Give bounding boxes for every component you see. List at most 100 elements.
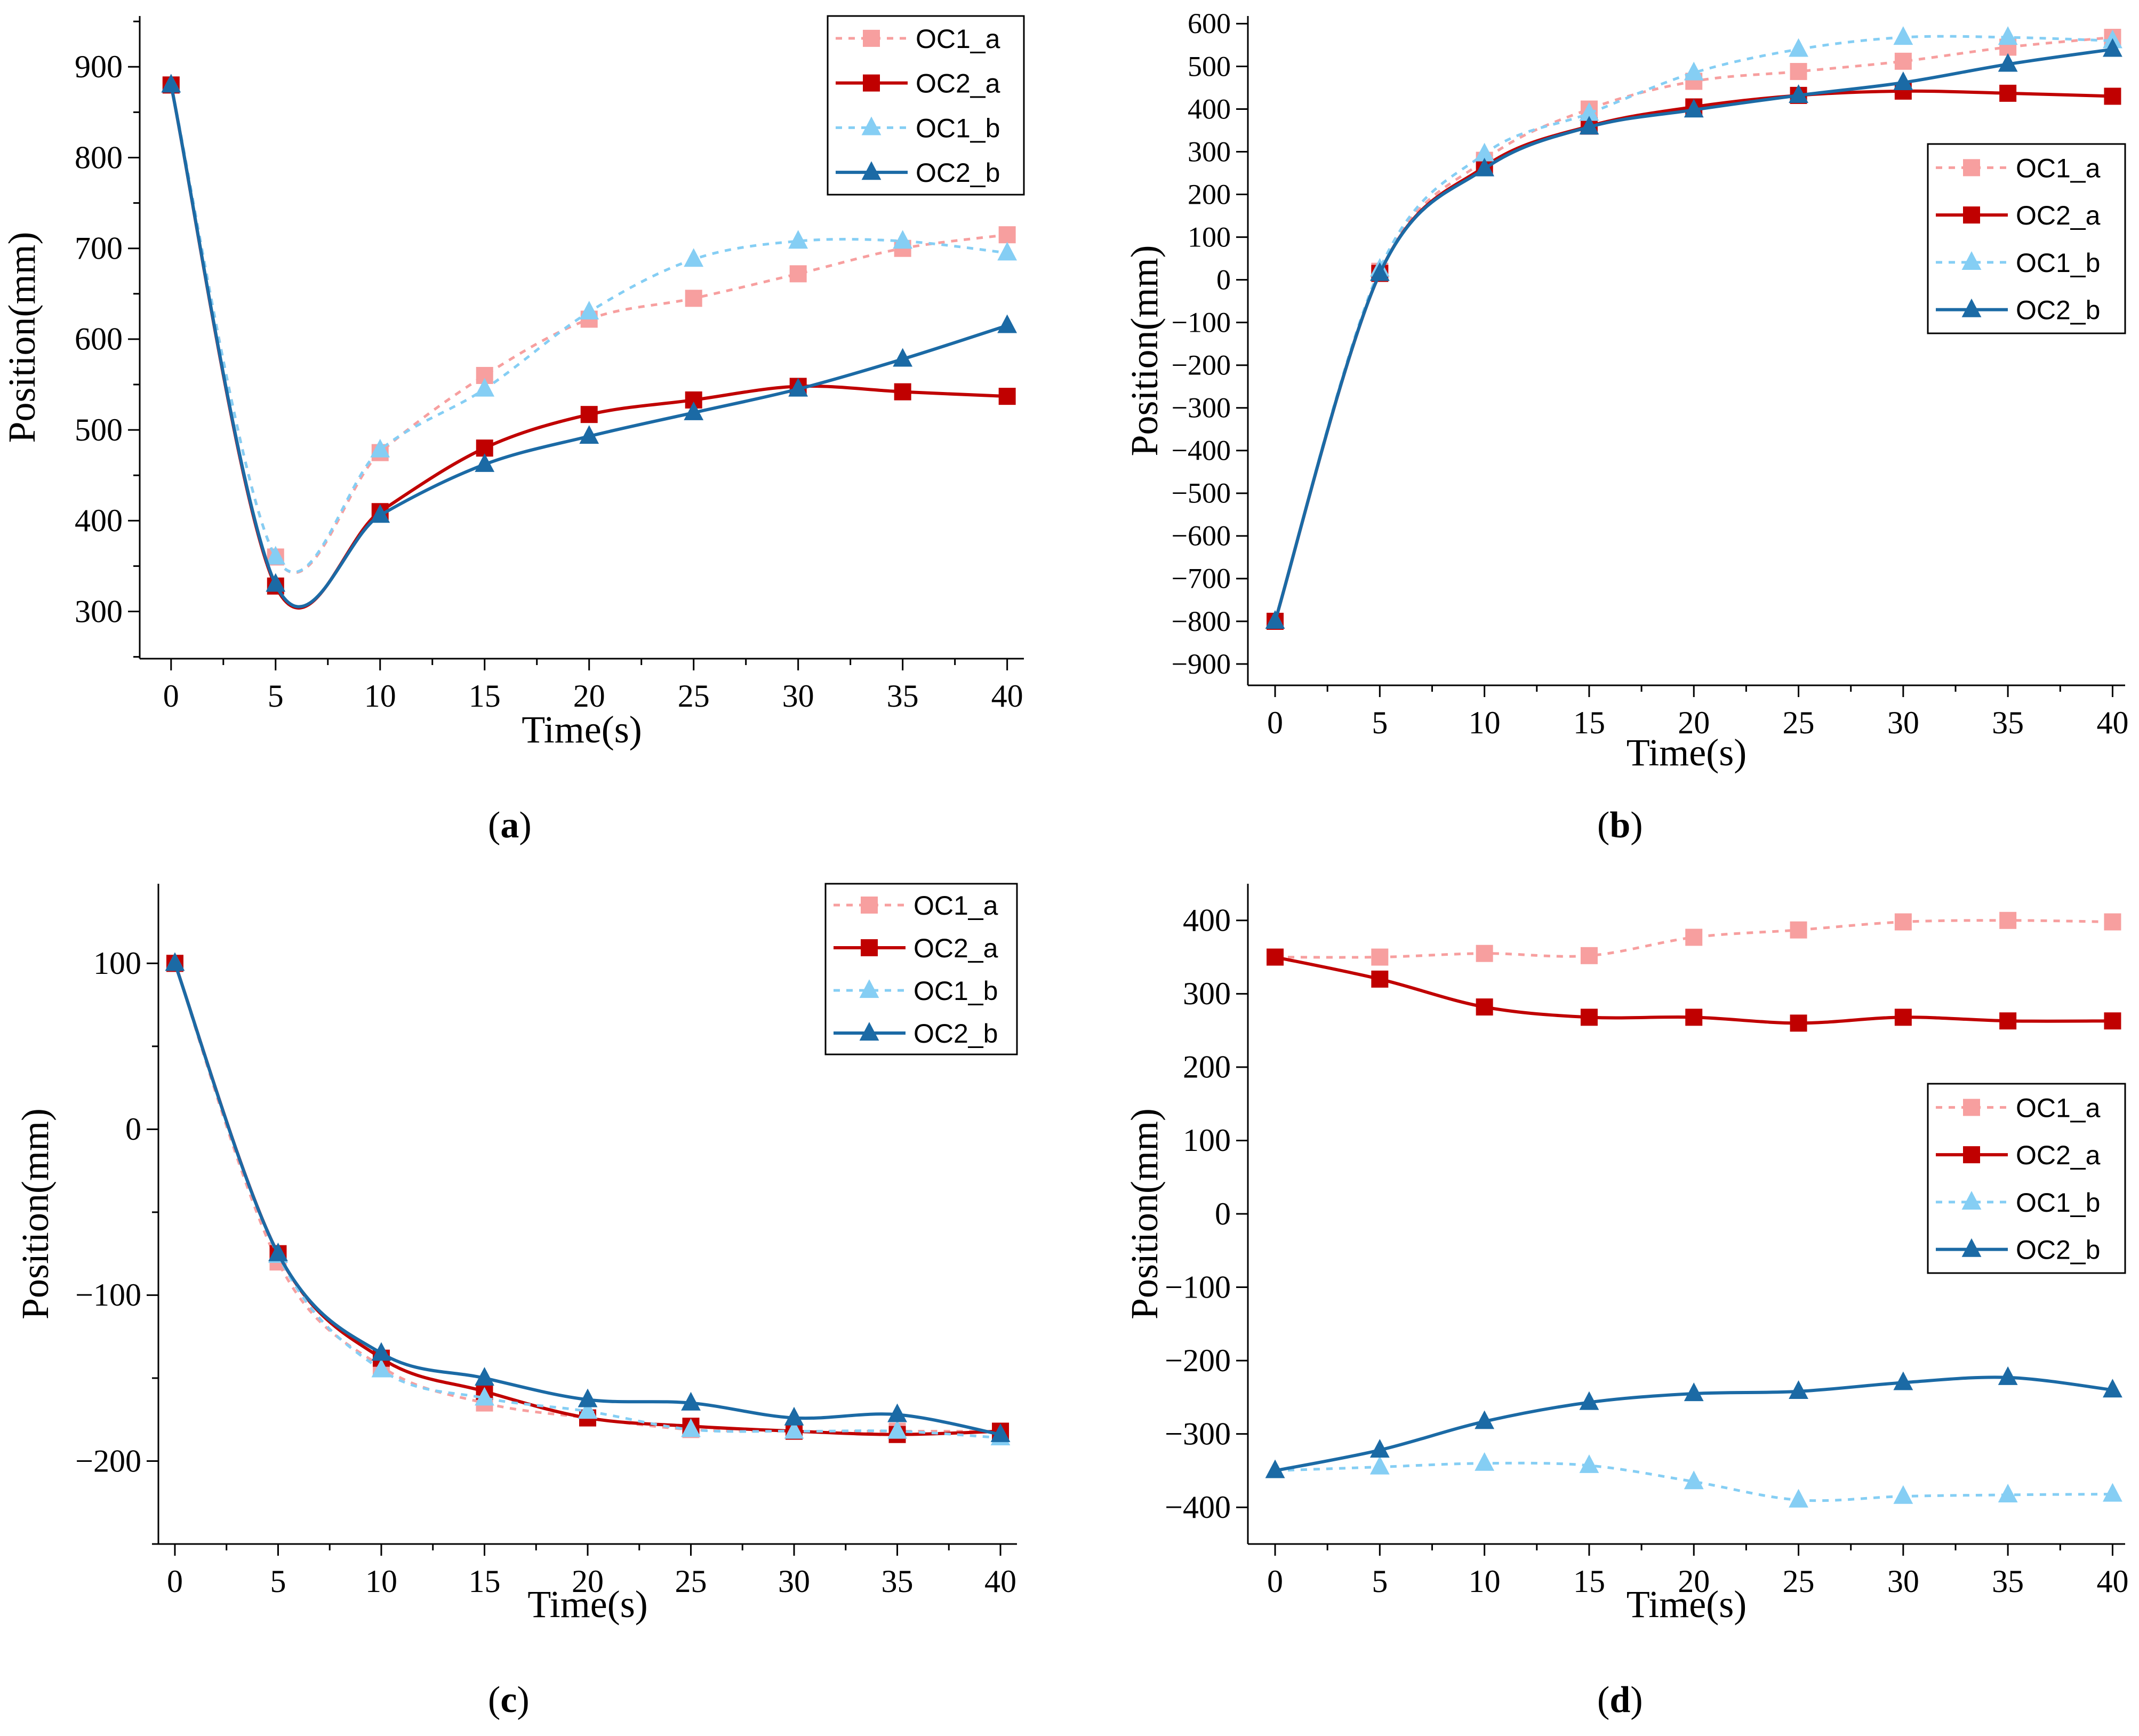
data-point (784, 1406, 804, 1426)
x-tick-label: 20 (1678, 1564, 1710, 1599)
data-point (1999, 1012, 2017, 1030)
legend-marker (1961, 1191, 1982, 1210)
x-tick-label: 5 (1372, 1564, 1388, 1599)
data-point (1999, 911, 2017, 929)
legend-item-oc1-a: OC1_a (1936, 1093, 2101, 1123)
data-point (371, 1342, 391, 1361)
data-point (579, 425, 599, 444)
data-point (2104, 913, 2121, 931)
legend-label: OC2_a (916, 69, 1000, 99)
y-tick-label: −100 (1165, 1269, 1231, 1305)
series-oc2-b (161, 74, 1018, 609)
y-tick-label: 400 (75, 503, 123, 538)
legend-item-oc2-b: OC2_b (836, 158, 1000, 188)
data-point (1684, 99, 1704, 118)
y-tick-label: 100 (93, 946, 141, 981)
data-point (1476, 998, 1493, 1016)
data-point (893, 230, 913, 249)
y-tick-label: −400 (1172, 435, 1231, 467)
x-tick-label: 0 (167, 1564, 183, 1599)
y-axis-title: Position(mm) (1123, 245, 1166, 456)
y-tick-label: 700 (75, 231, 123, 266)
data-point (997, 242, 1018, 261)
x-tick-label: 30 (778, 1564, 810, 1599)
legend: OC1_a OC2_a OC1_b OC2_b (827, 15, 1025, 196)
data-point (1580, 1009, 1598, 1026)
legend-item-oc1-b: OC1_b (834, 976, 998, 1006)
data-point (1476, 945, 1493, 962)
data-point (1790, 63, 1807, 81)
series-oc2-b (165, 952, 1011, 1442)
data-point (1789, 84, 1808, 103)
data-point (2103, 38, 2122, 57)
data-point (1893, 26, 1913, 45)
data-point (370, 504, 390, 523)
data-point (1684, 1470, 1704, 1490)
x-tick-label: 25 (675, 1564, 707, 1599)
series-oc2-b (1265, 1366, 2122, 1478)
legend-box (827, 15, 1025, 196)
legend-label: OC1_a (2016, 1093, 2101, 1123)
y-tick-label: −800 (1172, 605, 1231, 637)
data-point (789, 265, 807, 283)
x-tick-label: 40 (2096, 705, 2128, 740)
y-axis-title: Position(mm) (1123, 1108, 1166, 1319)
data-point (1894, 913, 1912, 931)
y-tick-label: 100 (1188, 221, 1231, 253)
legend-marker (861, 116, 882, 135)
y-tick-label: −200 (1165, 1343, 1231, 1378)
data-point (266, 573, 286, 592)
data-point (1894, 52, 1912, 70)
series-line (1273, 47, 2113, 622)
data-point (1475, 1452, 1495, 1471)
data-point (475, 378, 495, 397)
data-point (1684, 1382, 1704, 1402)
legend-label: OC2_a (914, 933, 998, 963)
x-tick-label: 0 (1267, 705, 1283, 740)
caption-d: (d) (1597, 1679, 1643, 1721)
data-point (1265, 610, 1285, 629)
data-point (2104, 1012, 2121, 1030)
data-point (1579, 1454, 1599, 1473)
data-point (1475, 157, 1495, 177)
x-tick-label: 5 (1372, 705, 1388, 740)
x-axis-title: Time(s) (527, 1583, 647, 1626)
y-tick-label: −300 (1172, 392, 1231, 424)
data-point (1684, 61, 1704, 81)
legend-label: OC1_b (2016, 1188, 2100, 1218)
data-point (1371, 948, 1389, 966)
x-tick-label: 40 (2096, 1564, 2128, 1599)
data-point (1998, 53, 2018, 72)
legend-item-oc1-b: OC1_b (1936, 248, 2100, 278)
x-tick-label: 10 (364, 678, 396, 714)
caption-b: (b) (1597, 805, 1643, 846)
x-tick-label: 25 (678, 678, 710, 714)
data-point (1685, 1009, 1703, 1026)
legend-label: OC2_b (2016, 1235, 2100, 1265)
series-line (170, 84, 1007, 574)
y-tick-label: −600 (1172, 520, 1231, 552)
data-point (1580, 947, 1598, 964)
y-tick-label: −900 (1172, 648, 1231, 680)
y-tick-label: 200 (1183, 1050, 1231, 1085)
y-tick-label: 300 (1188, 135, 1231, 167)
y-tick-label: 500 (75, 412, 123, 447)
x-tick-label: 15 (1573, 705, 1605, 740)
legend: OC1_a OC2_a OC1_b OC2_b (1927, 1083, 2126, 1274)
x-tick-label: 20 (572, 1564, 604, 1599)
y-tick-label: −200 (1172, 349, 1231, 381)
y-tick-label: 0 (125, 1111, 141, 1147)
y-tick-label: 600 (75, 322, 123, 357)
data-point (887, 1403, 907, 1422)
legend-item-oc1-b: OC1_b (1936, 1188, 2100, 1218)
data-point (1998, 1366, 2018, 1385)
data-point (681, 1391, 701, 1411)
data-point (266, 546, 286, 565)
data-point (2103, 1379, 2122, 1398)
data-point (475, 453, 495, 472)
data-point (1998, 1484, 2018, 1502)
data-point (1475, 1410, 1495, 1429)
x-tick-label: 20 (1678, 705, 1710, 740)
data-point (1369, 1439, 1390, 1458)
